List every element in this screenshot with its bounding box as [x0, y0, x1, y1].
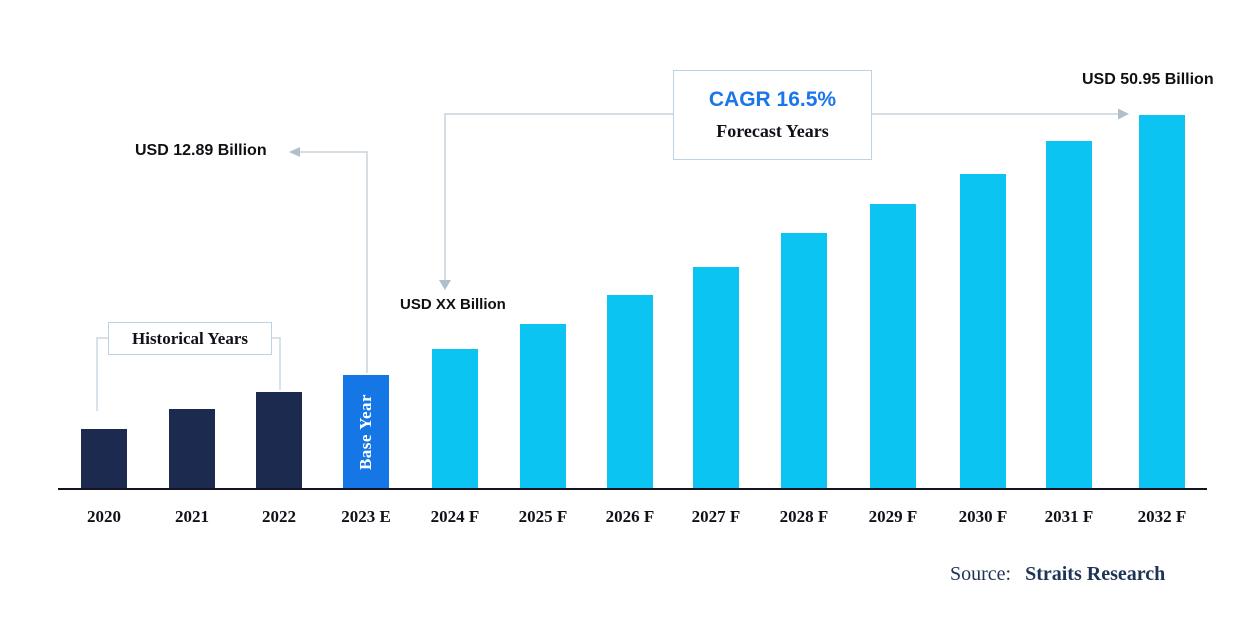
bar-2032-f	[1139, 115, 1185, 489]
bar-2023-e: Base Year	[343, 375, 389, 489]
x-axis-label-2023-e: 2023 E	[341, 507, 391, 526]
bar-2024-f	[432, 349, 478, 489]
bar-2022	[256, 392, 302, 489]
bar-2026-f	[607, 295, 653, 489]
value-label-2023: USD 12.89 Billion	[135, 142, 267, 159]
value-label-2024: USD XX Billion	[400, 296, 506, 313]
left-arrowhead-icon	[289, 147, 300, 157]
historical-years-box: Historical Years	[108, 322, 272, 355]
source-line: Source: Straits Research	[950, 563, 1165, 586]
down-arrowhead-icon	[439, 280, 451, 290]
historical-years-label: Historical Years	[132, 328, 248, 348]
x-axis-label-2027-f: 2027 F	[691, 507, 741, 526]
right-arrowhead-icon	[1118, 108, 1129, 120]
base-year-connector-line	[291, 151, 368, 373]
x-axis-label-2028-f: 2028 F	[779, 507, 829, 526]
bar-2025-f	[520, 324, 566, 489]
x-axis-label-2021: 2021	[175, 507, 209, 526]
x-axis-line	[58, 488, 1207, 490]
source-prefix: Source:	[950, 563, 1012, 585]
bar-2020	[81, 429, 127, 489]
bar-2021	[169, 409, 215, 489]
forecast-years-label: Forecast Years	[716, 121, 829, 141]
x-axis-label-2025-f: 2025 F	[518, 507, 568, 526]
x-axis-label-2030-f: 2030 F	[958, 507, 1008, 526]
cagr-connector-line	[444, 113, 1118, 281]
x-axis-label-2024-f: 2024 F	[430, 507, 480, 526]
value-label-2032: USD 50.95 Billion	[1082, 71, 1214, 88]
x-axis-label-2029-f: 2029 F	[868, 507, 918, 526]
bar-2028-f	[781, 233, 827, 489]
x-axis-label-2020: 2020	[87, 507, 121, 526]
cagr-value: CAGR 16.5%	[708, 88, 837, 111]
bar-2029-f	[870, 204, 916, 489]
x-axis-label-2026-f: 2026 F	[605, 507, 655, 526]
x-axis-label-2032-f: 2032 F	[1137, 507, 1187, 526]
x-axis-label-2022: 2022	[262, 507, 296, 526]
cagr-box: CAGR 16.5% Forecast Years	[673, 70, 872, 160]
source-name: Straits Research	[1025, 563, 1166, 585]
bar-2030-f	[960, 174, 1006, 489]
bar-2027-f	[693, 267, 739, 489]
x-axis-label-2031-f: 2031 F	[1044, 507, 1094, 526]
bar-2031-f	[1046, 141, 1092, 489]
